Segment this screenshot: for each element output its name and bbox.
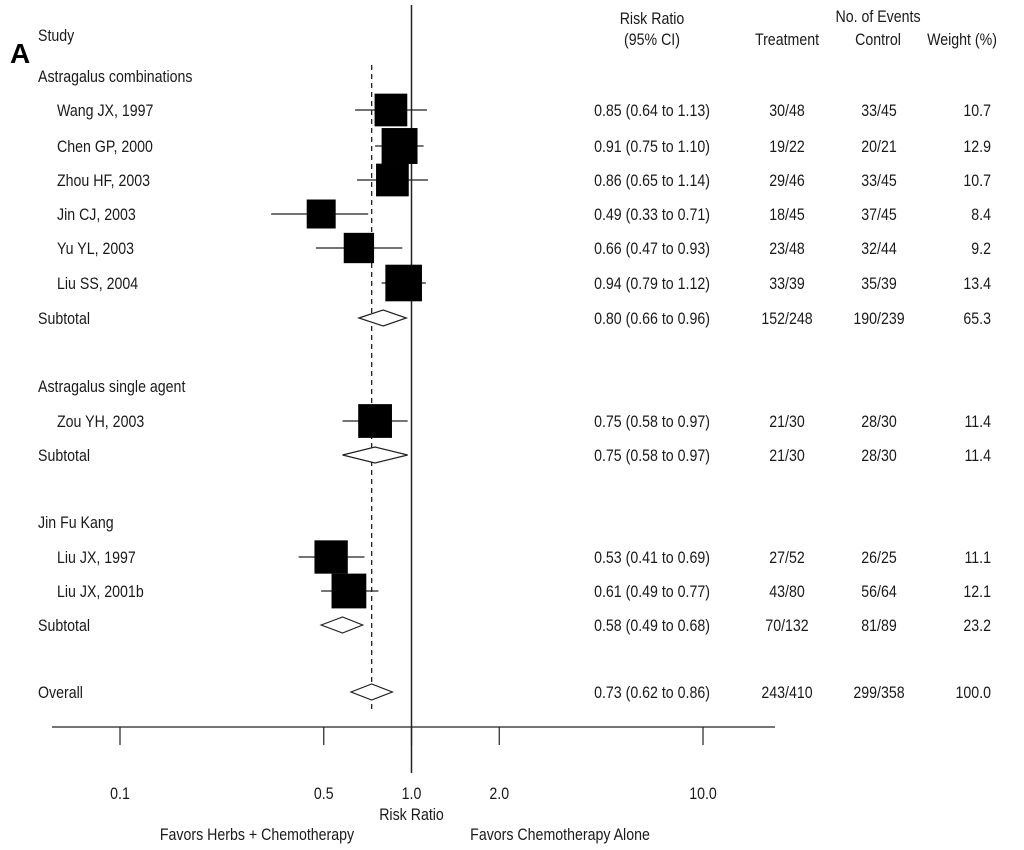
study-rr-text: 0.66 (0.47 to 0.93)	[594, 240, 710, 258]
study-rr-text: 0.94 (0.79 to 1.12)	[594, 275, 710, 293]
header-risk-ratio: Risk Ratio	[620, 10, 685, 28]
overall-rr-text: 0.73 (0.62 to 0.86)	[594, 684, 710, 702]
study-label: Liu JX, 1997	[57, 549, 136, 567]
study-treatment: 23/48	[769, 240, 804, 258]
study-rr-text: 0.49 (0.33 to 0.71)	[594, 206, 710, 224]
study-treatment: 19/22	[769, 138, 804, 156]
study-weight: 9.2	[971, 240, 991, 258]
study-rr-text: 0.53 (0.41 to 0.69)	[594, 549, 710, 567]
study-estimate-square	[385, 264, 422, 302]
study-label: Chen GP, 2000	[57, 138, 153, 156]
panel-label: A	[10, 38, 30, 69]
study-treatment: 43/80	[769, 583, 804, 601]
overall-treatment: 243/410	[761, 684, 812, 702]
study-control: 26/25	[861, 549, 896, 567]
study-treatment: 18/45	[769, 206, 804, 224]
subtotal-control: 28/30	[861, 447, 896, 465]
subtotal-label: Subtotal	[38, 447, 90, 465]
x-tick-label: 10.0	[689, 785, 717, 803]
overall-control: 299/358	[853, 684, 904, 702]
study-rr-text: 0.86 (0.65 to 1.14)	[594, 172, 710, 190]
subtotal-control: 190/239	[853, 310, 904, 328]
study-rr-text: 0.85 (0.64 to 1.13)	[594, 102, 710, 120]
study-treatment: 29/46	[769, 172, 804, 190]
x-tick-label: 0.1	[110, 785, 130, 803]
study-estimate-square	[381, 128, 418, 164]
study-estimate-square	[306, 199, 336, 229]
subtotal-diamond	[319, 616, 365, 634]
overall-label: Overall	[38, 684, 83, 702]
study-estimate-square	[358, 404, 392, 438]
study-label: Wang JX, 1997	[57, 102, 153, 120]
study-control: 35/39	[861, 275, 896, 293]
study-label: Jin CJ, 2003	[57, 206, 136, 224]
study-control: 33/45	[861, 172, 896, 190]
header-ci: (95% CI)	[624, 31, 680, 49]
study-treatment: 30/48	[769, 102, 804, 120]
study-rr-text: 0.75 (0.58 to 0.97)	[594, 413, 710, 431]
subtotal-weight: 23.2	[963, 617, 991, 635]
study-control: 56/64	[861, 583, 897, 601]
favors-right-label: Favors Chemotherapy Alone	[470, 826, 650, 844]
subtotal-treatment: 152/248	[761, 310, 812, 328]
subtotal-label: Subtotal	[38, 617, 90, 635]
overall-diamond	[349, 683, 395, 701]
subtotal-diamond	[342, 446, 408, 464]
subtotal-weight: 11.4	[964, 447, 991, 465]
study-treatment: 33/39	[769, 275, 804, 293]
group-header: Astragalus combinations	[38, 68, 193, 86]
study-weight: 10.7	[963, 172, 991, 190]
study-estimate-square	[331, 573, 367, 609]
header-treatment: Treatment	[755, 31, 820, 49]
study-weight: 12.1	[963, 583, 991, 601]
header-control: Control	[855, 31, 901, 49]
study-weight: 11.4	[964, 413, 991, 431]
subtotal-treatment: 70/132	[765, 617, 808, 635]
study-rr-text: 0.61 (0.49 to 0.77)	[594, 583, 710, 601]
study-label: Zhou HF, 2003	[57, 172, 150, 190]
subtotal-rr-text: 0.80 (0.66 to 0.96)	[594, 310, 710, 328]
x-tick-label: 2.0	[489, 785, 509, 803]
subtotal-control: 81/89	[861, 617, 896, 635]
subtotal-treatment: 21/30	[769, 447, 804, 465]
subtotal-rr-text: 0.58 (0.49 to 0.68)	[594, 617, 710, 635]
study-weight: 8.4	[971, 206, 991, 224]
study-label: Liu JX, 2001b	[57, 583, 144, 601]
study-control: 33/45	[861, 102, 896, 120]
study-estimate-square	[343, 232, 375, 264]
study-weight: 13.4	[963, 275, 991, 293]
favors-left-label: Favors Herbs + Chemotherapy	[160, 826, 355, 844]
study-control: 20/21	[861, 138, 896, 156]
study-rr-text: 0.91 (0.75 to 1.10)	[594, 138, 710, 156]
x-tick-label: 1.0	[402, 785, 422, 803]
subtotal-weight: 65.3	[963, 310, 991, 328]
study-estimate-square	[376, 163, 409, 197]
subtotal-label: Subtotal	[38, 310, 90, 328]
study-label: Yu YL, 2003	[57, 240, 134, 258]
study-treatment: 27/52	[769, 549, 804, 567]
study-label: Zou YH, 2003	[57, 413, 144, 431]
group-header: Jin Fu Kang	[38, 514, 114, 532]
subtotal-rr-text: 0.75 (0.58 to 0.97)	[594, 447, 710, 465]
study-control: 28/30	[861, 413, 896, 431]
group-header: Astragalus single agent	[38, 378, 186, 396]
study-control: 32/44	[861, 240, 897, 258]
header-study: Study	[38, 27, 75, 45]
study-estimate-square	[374, 93, 408, 127]
study-treatment: 21/30	[769, 413, 804, 431]
header-weight: Weight (%)	[927, 31, 997, 49]
x-tick-label: 0.5	[314, 785, 334, 803]
study-weight: 12.9	[963, 138, 991, 156]
study-control: 37/45	[861, 206, 896, 224]
study-weight: 10.7	[963, 102, 991, 120]
study-weight: 11.1	[964, 549, 991, 567]
overall-weight: 100.0	[956, 684, 991, 702]
study-label: Liu SS, 2004	[57, 275, 139, 293]
study-estimate-square	[314, 540, 348, 574]
x-axis-label: Risk Ratio	[379, 806, 444, 824]
header-events: No. of Events	[835, 8, 920, 26]
subtotal-diamond	[356, 309, 409, 327]
